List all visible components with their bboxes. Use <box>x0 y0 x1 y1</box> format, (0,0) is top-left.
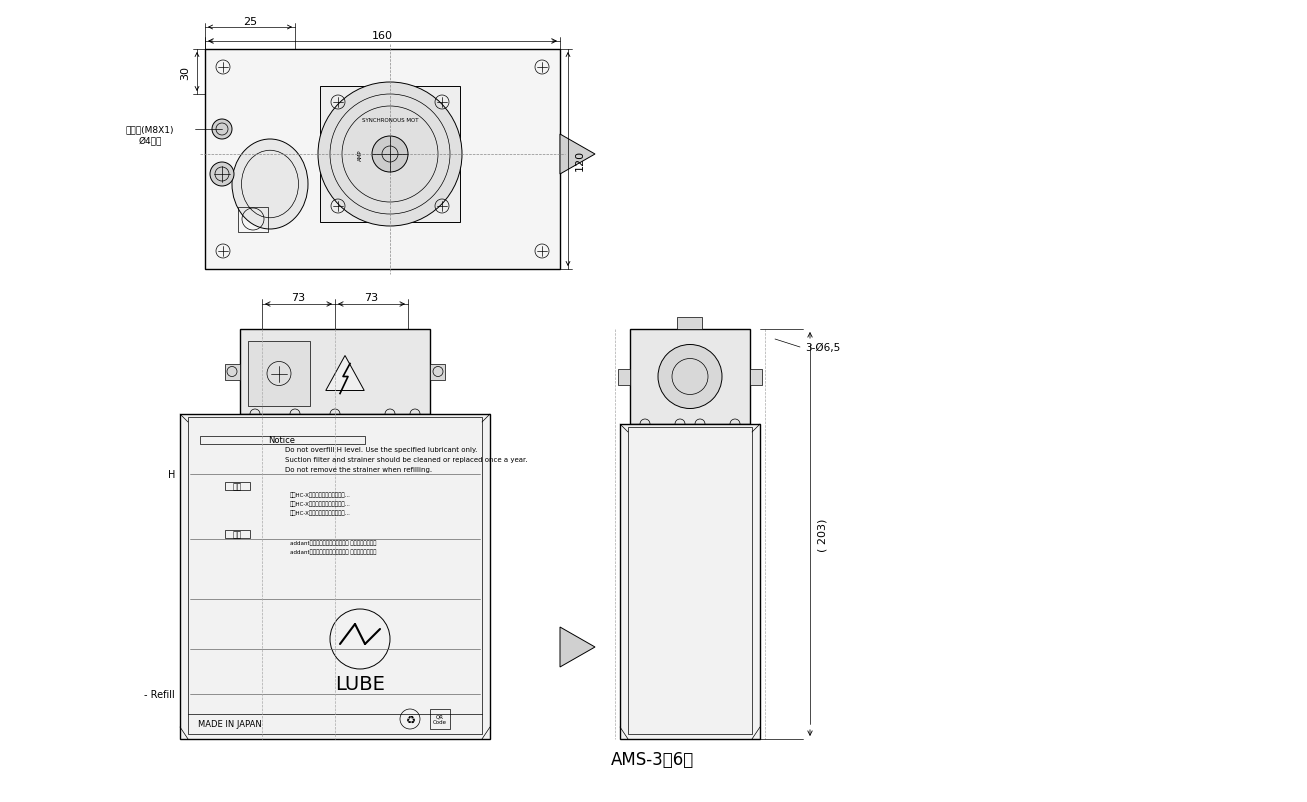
Text: Do not remove the strainer when refilling.: Do not remove the strainer when refillin… <box>285 467 433 472</box>
Circle shape <box>657 345 721 409</box>
Text: AMS-3・6型: AMS-3・6型 <box>612 750 694 768</box>
Bar <box>320 87 460 223</box>
Text: 73: 73 <box>291 293 306 302</box>
Bar <box>677 318 702 330</box>
Bar <box>225 530 250 538</box>
Text: 燃料HC-Xを使用しないでください...: 燃料HC-Xを使用しないでください... <box>290 492 350 497</box>
Text: 25: 25 <box>243 17 257 27</box>
Polygon shape <box>225 364 240 380</box>
Polygon shape <box>559 135 595 175</box>
Circle shape <box>210 163 234 187</box>
Text: 燃料HC-Xを使用しないでください...: 燃料HC-Xを使用しないでください... <box>290 500 350 506</box>
Bar <box>205 50 559 269</box>
Text: MADE IN JAPAN: MADE IN JAPAN <box>199 719 261 728</box>
Bar <box>248 342 310 407</box>
Bar <box>188 418 482 734</box>
Circle shape <box>372 137 408 172</box>
Bar <box>225 482 250 490</box>
Bar <box>627 427 752 734</box>
Polygon shape <box>559 627 595 667</box>
Text: addant不要拆卸，必须使用指定的 润滑油定期清洁。: addant不要拆卸，必须使用指定的 润滑油定期清洁。 <box>290 540 376 545</box>
Text: SYNCHRONOUS MOT: SYNCHRONOUS MOT <box>362 117 418 123</box>
Text: Ø4配管: Ø4配管 <box>139 136 162 145</box>
Text: - Refill: - Refill <box>144 689 175 699</box>
Text: 120: 120 <box>575 149 586 170</box>
Text: ( 203): ( 203) <box>818 517 829 551</box>
Text: 燃料HC-Xを使用しないでください...: 燃料HC-Xを使用しないでください... <box>290 509 350 515</box>
Text: QR
Code: QR Code <box>433 714 447 724</box>
Text: ♻: ♻ <box>405 714 416 724</box>
Bar <box>430 709 450 729</box>
Bar <box>200 436 365 444</box>
Text: 73: 73 <box>365 293 379 302</box>
Text: Notice: Notice <box>268 436 295 445</box>
Text: 注意: 注意 <box>233 482 242 491</box>
Circle shape <box>318 83 461 227</box>
Text: LUBE: LUBE <box>335 674 386 694</box>
Text: H: H <box>167 469 175 480</box>
Polygon shape <box>325 356 365 391</box>
Text: 注意: 注意 <box>233 530 242 539</box>
Text: 吐出口(M8X1): 吐出口(M8X1) <box>125 125 174 134</box>
Polygon shape <box>430 364 444 380</box>
Bar <box>240 330 430 415</box>
Ellipse shape <box>233 140 308 229</box>
Bar <box>630 330 750 424</box>
Bar <box>238 208 268 233</box>
Text: 30: 30 <box>180 66 190 79</box>
Text: Do not overfill H level. Use the specified lubricant only.: Do not overfill H level. Use the specifi… <box>285 447 477 452</box>
Circle shape <box>212 119 233 140</box>
Bar <box>620 424 759 739</box>
Text: addant不要拆卸，必须使用指定的 润滑油定期清洁。: addant不要拆卸，必须使用指定的 润滑油定期清洁。 <box>290 549 376 554</box>
Polygon shape <box>618 369 630 385</box>
Bar <box>180 415 490 739</box>
Polygon shape <box>750 369 762 385</box>
Text: 160: 160 <box>372 31 393 41</box>
Text: AMP: AMP <box>358 149 362 160</box>
Text: 3-Ø6,5: 3-Ø6,5 <box>805 342 840 353</box>
Text: Suction filter and strainer should be cleaned or replaced once a year.: Suction filter and strainer should be cl… <box>285 456 528 463</box>
